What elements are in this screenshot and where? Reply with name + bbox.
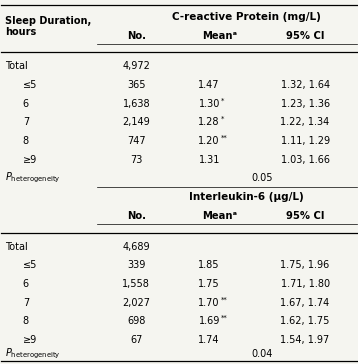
Text: 7: 7 (23, 117, 29, 127)
Text: ≥9: ≥9 (23, 155, 37, 165)
Text: **: ** (221, 315, 228, 321)
Text: 6: 6 (23, 279, 29, 289)
Text: 1.11, 1.29: 1.11, 1.29 (281, 136, 330, 146)
Text: 4,972: 4,972 (122, 61, 150, 71)
Text: 1.54, 1.97: 1.54, 1.97 (280, 335, 330, 345)
Text: Total: Total (5, 61, 28, 71)
Text: 1.75: 1.75 (198, 279, 220, 289)
Text: ≥9: ≥9 (23, 335, 37, 345)
Text: 7: 7 (23, 298, 29, 308)
Text: No.: No. (127, 211, 146, 221)
Text: 0.04: 0.04 (252, 349, 273, 359)
Text: 1,558: 1,558 (122, 279, 150, 289)
Text: Interleukin-6 (μg/L): Interleukin-6 (μg/L) (189, 193, 304, 202)
Text: Sleep Duration,
hours: Sleep Duration, hours (5, 16, 91, 37)
Text: 1.74: 1.74 (198, 335, 220, 345)
Text: 6: 6 (23, 99, 29, 108)
Text: 1.03, 1.66: 1.03, 1.66 (281, 155, 330, 165)
Text: 1.32, 1.64: 1.32, 1.64 (281, 80, 330, 90)
Text: 4,689: 4,689 (122, 242, 150, 252)
Text: 73: 73 (130, 155, 142, 165)
Text: 8: 8 (23, 136, 29, 146)
Text: 1.67, 1.74: 1.67, 1.74 (280, 298, 330, 308)
Text: 1.47: 1.47 (198, 80, 220, 90)
Text: $P_{\rm heterogeneity}$: $P_{\rm heterogeneity}$ (5, 170, 61, 185)
Text: ≤5: ≤5 (23, 80, 37, 90)
Text: 8: 8 (23, 316, 29, 327)
Text: 1,638: 1,638 (122, 99, 150, 108)
Text: 1.71, 1.80: 1.71, 1.80 (281, 279, 330, 289)
Text: C-reactive Protein (mg/L): C-reactive Protein (mg/L) (172, 12, 321, 22)
Text: 1.62, 1.75: 1.62, 1.75 (280, 316, 330, 327)
Text: No.: No. (127, 31, 146, 40)
Text: 2,149: 2,149 (122, 117, 150, 127)
Text: Meanᵃ: Meanᵃ (202, 211, 237, 221)
Text: 1.85: 1.85 (198, 260, 220, 270)
Text: **: ** (221, 297, 228, 302)
Text: 1.31: 1.31 (198, 155, 220, 165)
Text: 1.69: 1.69 (198, 316, 220, 327)
Text: 747: 747 (127, 136, 146, 146)
Text: 1.23, 1.36: 1.23, 1.36 (281, 99, 330, 108)
Text: 1.20: 1.20 (198, 136, 220, 146)
Text: 1.30: 1.30 (198, 99, 220, 108)
Text: Meanᵃ: Meanᵃ (202, 31, 237, 40)
Text: 2,027: 2,027 (122, 298, 150, 308)
Text: ≤5: ≤5 (23, 260, 37, 270)
Text: 1.70: 1.70 (198, 298, 220, 308)
Text: 95% CI: 95% CI (286, 211, 324, 221)
Text: 67: 67 (130, 335, 142, 345)
Text: *: * (221, 97, 224, 103)
Text: 339: 339 (127, 260, 146, 270)
Text: 1.75, 1.96: 1.75, 1.96 (280, 260, 330, 270)
Text: 1.28: 1.28 (198, 117, 220, 127)
Text: **: ** (221, 135, 228, 141)
Text: 1.22, 1.34: 1.22, 1.34 (280, 117, 330, 127)
Text: Total: Total (5, 242, 28, 252)
Text: *: * (221, 116, 224, 122)
Text: 365: 365 (127, 80, 146, 90)
Text: 95% CI: 95% CI (286, 31, 324, 40)
Text: 698: 698 (127, 316, 146, 327)
Text: $P_{\rm heterogeneity}$: $P_{\rm heterogeneity}$ (5, 347, 61, 361)
Text: 0.05: 0.05 (252, 173, 273, 183)
